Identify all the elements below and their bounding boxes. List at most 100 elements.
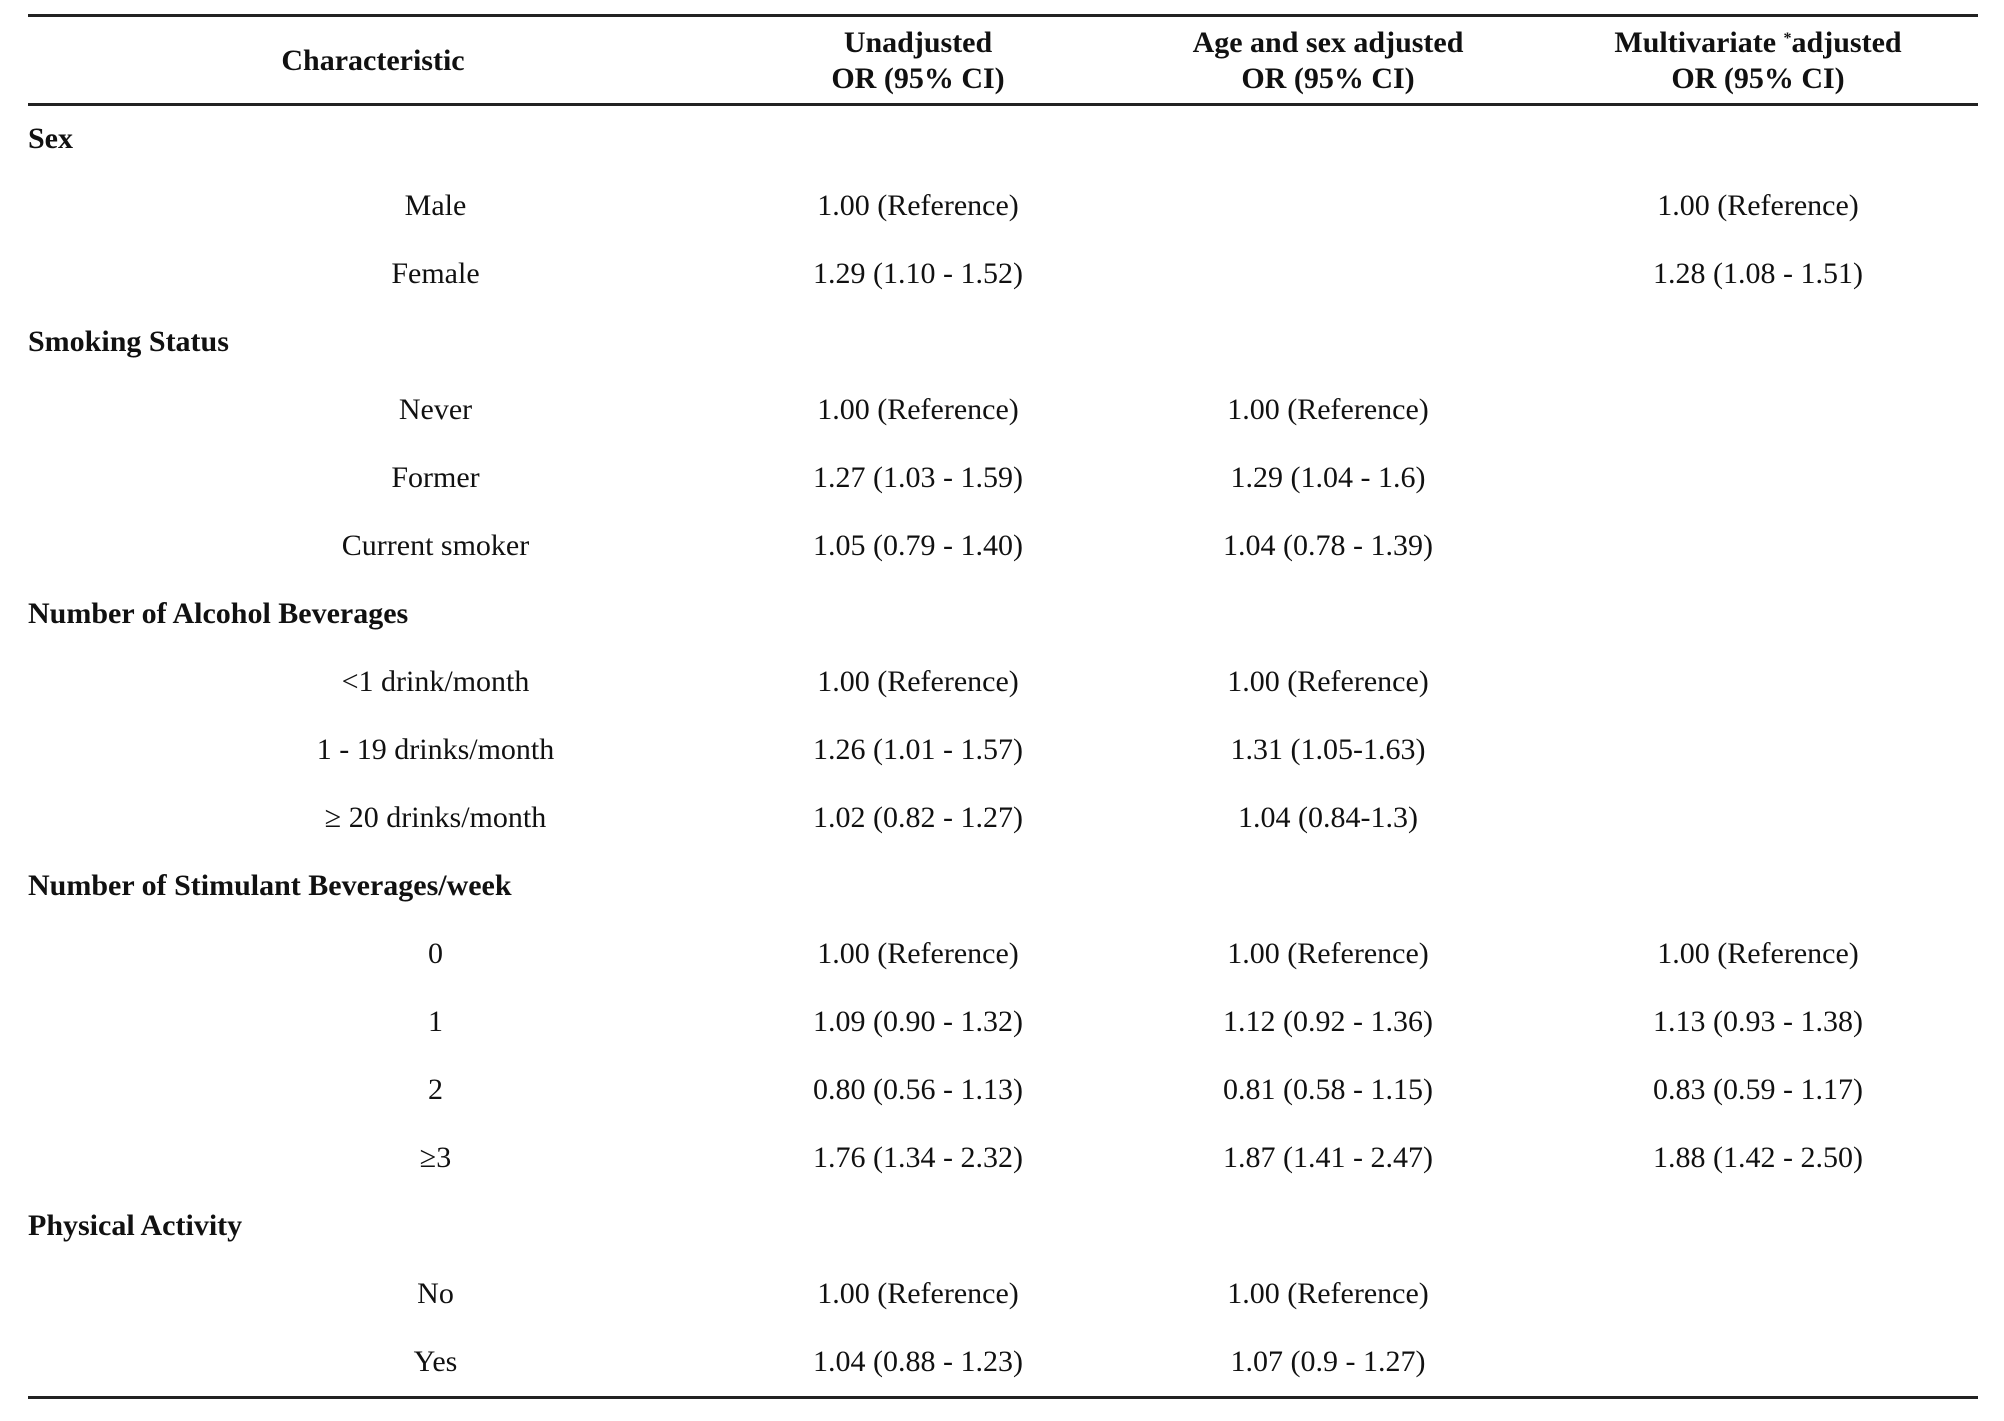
multivariate-adjusted-or-cell: 1.88 (1.42 - 2.50) <box>1653 1141 1863 1174</box>
section-header-row: Physical Activity <box>28 1192 1978 1260</box>
header-unadjusted-line2: OR (95% CI) <box>831 62 1005 95</box>
table-row: 1 - 19 drinks/month 1.26 (1.01 - 1.57) 1.3… <box>28 716 1978 784</box>
header-agesex-line2: OR (95% CI) <box>1241 62 1415 95</box>
row-label-cell: Former <box>28 444 718 512</box>
table-row: Never 1.00 (Reference) 1.00 (Reference) <box>28 376 1978 444</box>
odds-ratio-table: Characteristic Unadjusted OR (95% CI) Ag… <box>28 17 1978 1399</box>
age-sex-adjusted-or-cell: 0.81 (0.58 - 1.15) <box>1223 1073 1433 1106</box>
header-agesex-line1: Age and sex adjusted <box>1192 26 1464 59</box>
age-sex-adjusted-or-cell: 1.12 (0.92 - 1.36) <box>1223 1005 1433 1038</box>
age-sex-adjusted-or-cell: 1.07 (0.9 - 1.27) <box>1118 1328 1538 1399</box>
unadjusted-or-cell: 1.27 (1.03 - 1.59) <box>813 461 1023 494</box>
header-unadjusted-line1: Unadjusted <box>843 26 993 59</box>
section-header-row: Sex <box>28 105 1978 173</box>
row-label: Yes <box>413 1345 458 1378</box>
age-sex-adjusted-or-cell: 1.87 (1.41 - 2.47) <box>1223 1141 1433 1174</box>
multivariate-adjusted-or-cell <box>1538 1328 1978 1399</box>
header-age-sex-adjusted: Age and sex adjusted OR (95% CI) <box>1118 17 1538 106</box>
row-label-cell: ≥3 <box>28 1124 718 1192</box>
footnote-marker: * <box>1783 30 1792 47</box>
unadjusted-or-cell: 1.09 (0.90 - 1.32) <box>813 1005 1023 1038</box>
row-label: ≥ 20 drinks/month <box>324 801 547 834</box>
unadjusted-or-cell: 1.76 (1.34 - 2.32) <box>813 1141 1023 1174</box>
table-row: Yes 1.04 (0.88 - 1.23) 1.07 (0.9 - 1.27) <box>28 1328 1978 1399</box>
multivariate-adjusted-or-cell: 1.13 (0.93 - 1.38) <box>1653 1005 1863 1038</box>
multivariate-adjusted-or-cell: 1.00 (Reference) <box>1657 189 1859 222</box>
row-label-cell: ≥ 20 drinks/month <box>28 784 718 852</box>
row-label-cell: 1 - 19 drinks/month <box>28 716 718 784</box>
header-multivariate-line1: Multivariate *adjusted <box>1538 25 1978 61</box>
unadjusted-or-cell: 1.02 (0.82 - 1.27) <box>813 801 1023 834</box>
row-label-cell: <1 drink/month <box>28 648 718 716</box>
section-header-row: Smoking Status <box>28 308 1978 376</box>
age-sex-adjusted-or-cell: 1.04 (0.84-1.3) <box>1238 801 1418 834</box>
table-row: 2 0.80 (0.56 - 1.13) 0.81 (0.58 - 1.15) 0.8… <box>28 1056 1978 1124</box>
row-label: <1 drink/month <box>341 665 530 698</box>
row-label-cell: Never <box>28 376 718 444</box>
row-label: Former <box>391 461 480 494</box>
table-body: Sex Male 1.00 (Reference) 1.00 (Reference) F… <box>28 105 1978 1399</box>
odds-ratio-table-container: Characteristic Unadjusted OR (95% CI) Ag… <box>28 14 1978 1399</box>
row-label: Male <box>404 189 467 222</box>
row-label: Female <box>391 257 480 290</box>
header-row: Characteristic Unadjusted OR (95% CI) Ag… <box>28 17 1978 106</box>
table-row: 0 1.00 (Reference) 1.00 (Reference) 1.00 (R… <box>28 920 1978 988</box>
row-label-cell: No <box>28 1260 718 1328</box>
row-label-cell: 1 <box>28 988 718 1056</box>
section-title: Number of Alcohol Beverages <box>28 597 409 630</box>
multivariate-adjusted-or-cell <box>1538 1260 1978 1328</box>
table-row: Current smoker 1.05 (0.79 - 1.40) 1.04 (0.… <box>28 512 1978 580</box>
header-characteristic-text: Characteristic <box>281 44 465 77</box>
unadjusted-or-cell: 1.26 (1.01 - 1.57) <box>813 733 1023 766</box>
unadjusted-or-cell: 0.80 (0.56 - 1.13) <box>813 1073 1023 1106</box>
header-multivariate-line2: OR (95% CI) <box>1671 62 1845 95</box>
table-row: ≥ 20 drinks/month 1.02 (0.82 - 1.27) 1.04 … <box>28 784 1978 852</box>
table-row: 1 1.09 (0.90 - 1.32) 1.12 (0.92 - 1.36) 1.1… <box>28 988 1978 1056</box>
unadjusted-or-cell: 1.00 (Reference) <box>817 1277 1019 1310</box>
row-label-cell: Current smoker <box>28 512 718 580</box>
table-row: ≥3 1.76 (1.34 - 2.32) 1.87 (1.41 - 2.47) 1.… <box>28 1124 1978 1192</box>
unadjusted-or-cell: 1.05 (0.79 - 1.40) <box>813 529 1023 562</box>
age-sex-adjusted-or-cell <box>1118 172 1538 240</box>
multivariate-adjusted-or-cell: 0.83 (0.59 - 1.17) <box>1653 1073 1863 1106</box>
row-label-cell: Yes <box>28 1328 718 1399</box>
unadjusted-or-cell: 1.00 (Reference) <box>817 937 1019 970</box>
age-sex-adjusted-or-cell: 1.00 (Reference) <box>1227 393 1429 426</box>
row-label-cell: Female <box>28 240 718 308</box>
age-sex-adjusted-or-cell <box>1118 240 1538 308</box>
age-sex-adjusted-or-cell: 1.31 (1.05-1.63) <box>1230 733 1426 766</box>
table-row: Male 1.00 (Reference) 1.00 (Reference) <box>28 172 1978 240</box>
table-top-rule <box>28 14 1978 17</box>
table-row: Female 1.29 (1.10 - 1.52) 1.28 (1.08 - 1.5… <box>28 240 1978 308</box>
row-label: Current smoker <box>341 529 530 562</box>
header-characteristic: Characteristic <box>28 17 718 106</box>
unadjusted-or-cell: 1.00 (Reference) <box>817 189 1019 222</box>
row-label: 1 <box>428 1005 443 1038</box>
row-label-cell: Male <box>28 172 718 240</box>
row-label-cell: 2 <box>28 1056 718 1124</box>
section-header-row: Number of Stimulant Beverages/week <box>28 852 1978 920</box>
header-multivariate-word: Multivariate <box>1614 26 1777 59</box>
section-title: Sex <box>28 122 73 155</box>
age-sex-adjusted-or-cell: 1.00 (Reference) <box>1227 1277 1429 1310</box>
unadjusted-or-cell: 1.04 (0.88 - 1.23) <box>718 1328 1118 1399</box>
unadjusted-or-cell: 1.00 (Reference) <box>817 665 1019 698</box>
row-label: Never <box>398 393 473 426</box>
row-label: 1 - 19 drinks/month <box>316 733 555 766</box>
multivariate-adjusted-or-cell <box>1538 512 1978 580</box>
section-title: Physical Activity <box>28 1209 243 1242</box>
multivariate-adjusted-or-cell: 1.00 (Reference) <box>1657 937 1859 970</box>
row-label: 2 <box>428 1073 443 1106</box>
multivariate-adjusted-or-cell <box>1538 648 1978 716</box>
section-header-row: Number of Alcohol Beverages <box>28 580 1978 648</box>
age-sex-adjusted-or-cell: 1.00 (Reference) <box>1227 665 1429 698</box>
section-title: Number of Stimulant Beverages/week <box>28 869 512 902</box>
section-title: Smoking Status <box>28 325 229 358</box>
multivariate-adjusted-or-cell <box>1538 444 1978 512</box>
row-label-cell: 0 <box>28 920 718 988</box>
unadjusted-or-cell: 1.29 (1.10 - 1.52) <box>813 257 1023 290</box>
table-row: <1 drink/month 1.00 (Reference) 1.00 (Refe… <box>28 648 1978 716</box>
table-row: No 1.00 (Reference) 1.00 (Reference) <box>28 1260 1978 1328</box>
age-sex-adjusted-or-cell: 1.04 (0.78 - 1.39) <box>1223 529 1433 562</box>
header-unadjusted: Unadjusted OR (95% CI) <box>718 17 1118 106</box>
